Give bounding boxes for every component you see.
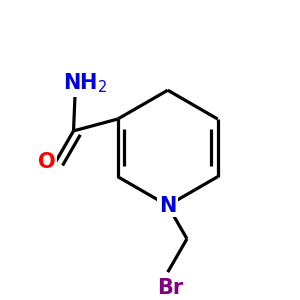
Text: O: O [38, 152, 56, 172]
Text: Br: Br [158, 278, 184, 298]
Text: NH$_2$: NH$_2$ [63, 72, 108, 95]
Text: N: N [159, 196, 176, 215]
